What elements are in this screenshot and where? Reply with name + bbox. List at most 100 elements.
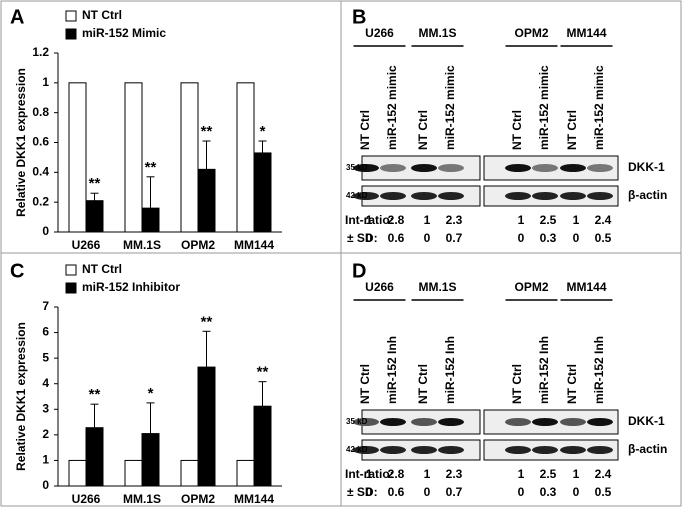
bar: [141, 433, 160, 487]
band: [560, 164, 586, 172]
lane-label: NT Ctrl: [416, 110, 430, 150]
bar: [141, 207, 160, 233]
sd-value: 0: [518, 231, 525, 245]
legend-label: NT Ctrl: [82, 8, 122, 22]
y-tick-label: 1: [42, 453, 49, 467]
band: [380, 446, 406, 454]
bar: [236, 459, 255, 487]
protein: DKK-1: [628, 414, 665, 428]
band: [505, 164, 531, 172]
y-tick-label: 1: [42, 75, 49, 89]
panel-label: D: [352, 260, 366, 282]
band: [438, 164, 464, 172]
band: [532, 192, 558, 200]
x-tick-label: OPM2: [181, 492, 215, 506]
lane-label: NT Ctrl: [416, 364, 430, 404]
legend-label: miR-152 Mimic: [82, 26, 166, 40]
lane-label: miR-152 mimic: [592, 65, 606, 150]
bar: [180, 459, 199, 487]
lane-label: NT Ctrl: [565, 364, 579, 404]
ratio-value: 2.8: [388, 467, 405, 481]
lane-label: miR-152 mimic: [385, 65, 399, 150]
band: [438, 446, 464, 454]
lane-label: miR-152 Inh: [592, 336, 606, 404]
ratio-value: 2.4: [595, 467, 612, 481]
protein: β-actin: [628, 188, 667, 202]
legend-swatch: [65, 10, 77, 22]
x-tick-label: MM.1S: [123, 492, 161, 506]
sd-value: 0.7: [446, 485, 463, 499]
band: [353, 164, 379, 172]
sd-value: 0: [573, 231, 580, 245]
band: [505, 446, 531, 454]
y-tick-label: 6: [42, 325, 49, 339]
y-axis-label: Relative DKK1 expression: [14, 68, 28, 217]
band: [411, 446, 437, 454]
sd-value: 0.6: [388, 231, 405, 245]
band: [505, 418, 531, 426]
ratio-value: 2.3: [446, 213, 463, 227]
lane-label: miR-152 mimic: [443, 65, 457, 150]
band: [380, 192, 406, 200]
sd-value: 0: [573, 485, 580, 499]
sd-value: 0: [424, 485, 431, 499]
lane-label: NT Ctrl: [510, 364, 524, 404]
x-tick-label: OPM2: [181, 238, 215, 252]
sd-value: 0.3: [540, 485, 557, 499]
ratio-value: 2.4: [595, 213, 612, 227]
band: [438, 192, 464, 200]
y-tick-label: 0.6: [32, 135, 49, 149]
panel-label: B: [352, 6, 366, 28]
sd-value: 0.6: [388, 485, 405, 499]
legend-label: miR-152 Inhibitor: [82, 280, 180, 294]
x-tick-label: U266: [72, 492, 101, 506]
legend-label: NT Ctrl: [82, 262, 122, 276]
sd-value: 0.5: [595, 485, 612, 499]
ratio-value: 1: [366, 213, 373, 227]
legend-swatch: [65, 264, 77, 276]
ratio-value: 1: [424, 467, 431, 481]
band: [353, 192, 379, 200]
marker: 35 kD: [346, 163, 368, 172]
band: [505, 192, 531, 200]
y-tick-label: 4: [42, 376, 49, 390]
bar: [85, 200, 104, 233]
marker: 35 kD: [346, 417, 368, 426]
bar: [197, 366, 216, 487]
significance: **: [257, 364, 269, 381]
ratio-value: 2.8: [388, 213, 405, 227]
bar: [85, 427, 104, 487]
bar: [124, 82, 143, 233]
band: [380, 164, 406, 172]
y-tick-label: 0.4: [32, 165, 49, 179]
lane-label: miR-152 Inh: [443, 336, 457, 404]
band: [560, 446, 586, 454]
band: [532, 446, 558, 454]
y-tick-label: 0: [42, 224, 49, 238]
ratio-value: 2.5: [540, 467, 557, 481]
lane-label: NT Ctrl: [510, 110, 524, 150]
significance: **: [145, 159, 157, 176]
bar: [197, 168, 216, 233]
bar: [253, 152, 272, 233]
ratio-value: 1: [518, 467, 525, 481]
panel-label: A: [10, 6, 24, 28]
band: [411, 418, 437, 426]
lane-label: miR-152 Inh: [385, 336, 399, 404]
ratio-value: 1: [518, 213, 525, 227]
significance: *: [148, 385, 154, 402]
band: [532, 418, 558, 426]
ratio-value: 1: [573, 213, 580, 227]
marker: 42 kD: [346, 191, 368, 200]
band: [587, 192, 613, 200]
sd-value: 0: [424, 231, 431, 245]
significance: **: [201, 123, 213, 140]
cell-line: U266: [365, 26, 394, 40]
y-tick-label: 1.2: [32, 45, 49, 59]
sd-value: 0: [366, 485, 373, 499]
lane-label: NT Ctrl: [565, 110, 579, 150]
cell-line: MM.1S: [418, 26, 456, 40]
y-tick-label: 0.8: [32, 105, 49, 119]
y-tick-label: 0: [42, 478, 49, 492]
ratio-label: Int-ratio:: [345, 467, 394, 481]
